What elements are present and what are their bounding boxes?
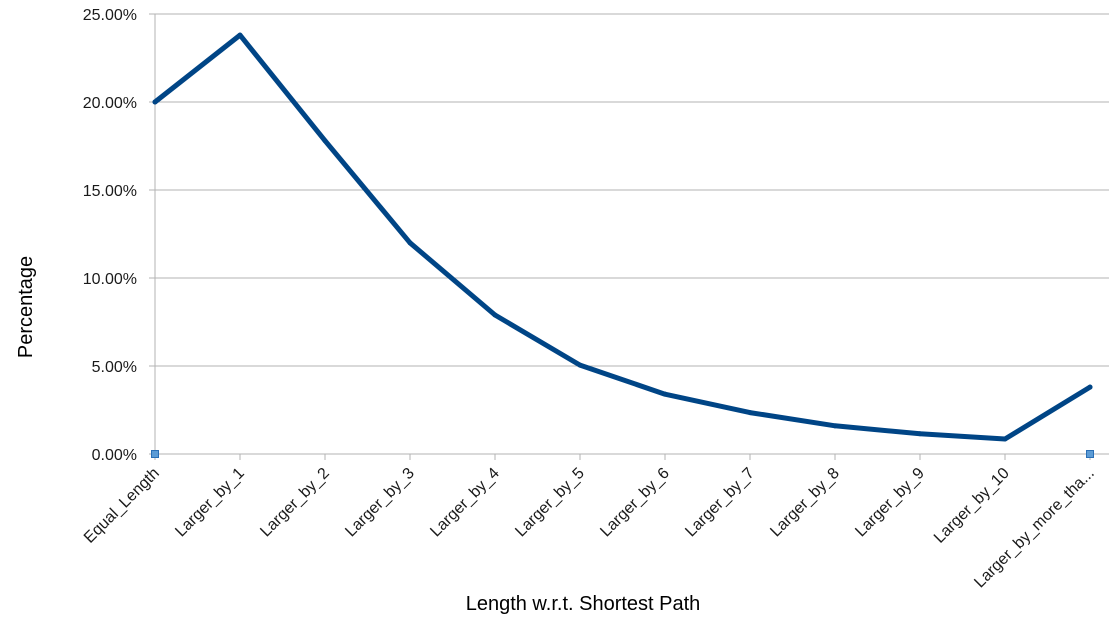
y-tick-label: 0.00%	[92, 447, 137, 464]
data-point	[492, 312, 498, 318]
series-layer	[152, 32, 1093, 442]
data-point	[322, 138, 328, 144]
x-tick-label: Equal_Length	[81, 465, 163, 547]
y-axis-title: Percentage	[15, 256, 37, 358]
x-tick-label: Larger_by_9	[852, 465, 928, 541]
y-tick-label: 15.00%	[83, 183, 137, 200]
y-tick-label: 10.00%	[83, 271, 137, 288]
y-tick-label: 25.00%	[83, 7, 137, 24]
data-point	[1002, 436, 1008, 442]
x-tick-label: Larger_by_7	[682, 465, 758, 541]
y-tick-label: 5.00%	[92, 359, 137, 376]
data-point	[577, 362, 583, 368]
data-point	[747, 410, 753, 416]
data-point	[832, 423, 838, 429]
x-tick-label: Larger_by_8	[767, 465, 843, 541]
x-tick-label: Larger_by_5	[512, 465, 588, 541]
data-point	[152, 99, 158, 105]
data-point	[1087, 384, 1093, 390]
axis-end-marker	[1086, 450, 1094, 458]
data-point	[237, 32, 243, 38]
series-line	[152, 32, 1093, 442]
axis-end-marker	[151, 450, 159, 458]
data-point	[917, 431, 923, 437]
tick-labels: 0.00% 5.00% 10.00% 15.00% 20.00% 25.00% Equal_…	[81, 7, 1098, 591]
x-axis-title: Length w.r.t. Shortest Path	[466, 593, 701, 615]
axes	[149, 13, 1094, 460]
gridlines	[155, 13, 1109, 455]
x-tick-label: Larger_by_10	[931, 465, 1013, 547]
x-tick-label: Larger_by_1	[172, 465, 248, 541]
y-tick-label: 20.00%	[83, 95, 137, 112]
x-tick-label: Larger_by_4	[427, 465, 503, 541]
x-tick-label: Larger_by_3	[342, 465, 418, 541]
x-tick-label: Larger_by_6	[597, 465, 673, 541]
x-tick-label: Larger_by_2	[257, 465, 333, 541]
data-point	[662, 391, 668, 397]
data-point	[407, 240, 413, 246]
